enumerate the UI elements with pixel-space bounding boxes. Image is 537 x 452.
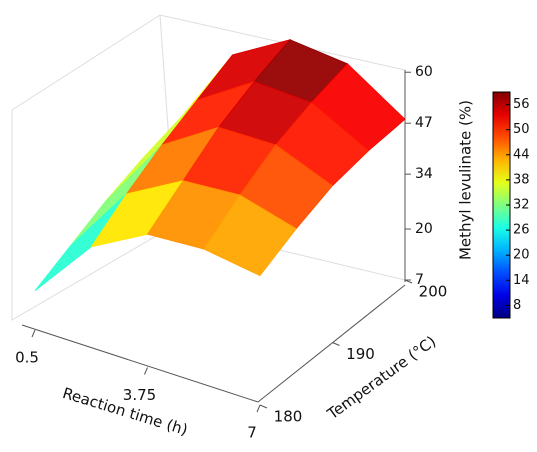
z-tick-label: 60 [415, 64, 433, 80]
colorbar-tick-label: 26 [513, 223, 530, 238]
z-tick-label: 47 [415, 115, 433, 131]
floor-axis [21, 284, 406, 403]
colorbar-tick-label: 8 [513, 298, 521, 313]
y-axis-label: Temperature (°C) [323, 332, 439, 423]
z-tick-label: 34 [415, 166, 433, 182]
y-tick [332, 342, 340, 346]
x-tick-label: 3.75 [123, 386, 156, 404]
colorbar-tick-label: 38 [513, 172, 530, 187]
z-tick-label: 7 [415, 272, 424, 288]
z-axis-label: Methyl levulinate (%) [457, 100, 475, 260]
z-tick-label: 20 [415, 221, 433, 237]
y-tick-label: 200 [419, 283, 448, 301]
y-tick-label: 190 [346, 345, 375, 363]
x-tick [144, 367, 148, 375]
colorbar-tick-label: 14 [513, 273, 530, 288]
x-tick [31, 329, 36, 338]
y-tick-label: 180 [274, 408, 303, 426]
y-tick [259, 404, 268, 409]
x-tick-label: 0.5 [15, 349, 39, 367]
colorbar-tick-label: 32 [513, 198, 530, 213]
x-tick-label: 7 [247, 424, 257, 442]
surface-patch [203, 194, 297, 277]
colorbar-tick-label: 56 [513, 97, 530, 112]
colorbar-tick-label: 50 [513, 122, 530, 137]
colorbar-tick-label: 44 [513, 147, 530, 162]
colorbar-tick-label: 20 [513, 248, 530, 263]
box-edge [11, 110, 406, 321]
x-tick [256, 404, 261, 413]
